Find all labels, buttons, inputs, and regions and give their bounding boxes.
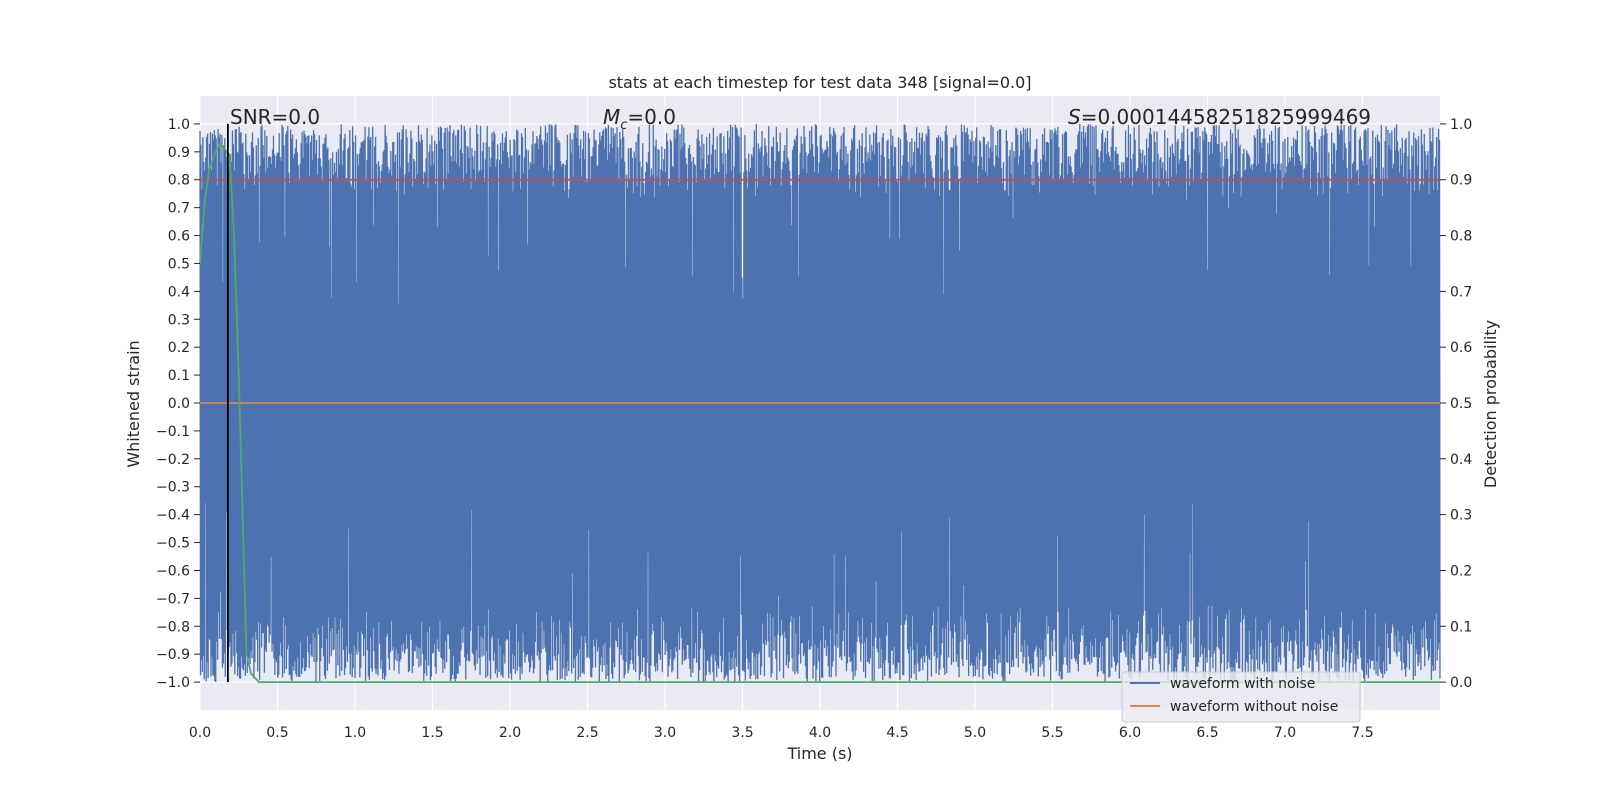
y-tick-label: 0.6 [168, 229, 190, 245]
x-tick-label: 5.0 [964, 725, 986, 741]
axes: 0.0 0.5 1.0 1.5 2.0 2.5 3.0 3.5 4.0 4.5 5.0 5.5 6.0 6… [156, 117, 1472, 741]
y-tick-label: −0.8 [156, 619, 190, 635]
y-tick-label: 0.5 [168, 256, 190, 272]
x-tick-label: 4.0 [809, 725, 831, 741]
series-detection-probability [199, 141, 1440, 683]
y2-tick-label: 0.4 [1450, 452, 1472, 468]
y2-tick-label: 1.0 [1450, 117, 1472, 133]
annotation-s: S=0.00014458251825999469 [1068, 105, 1371, 129]
y2-tick-label: 0.1 [1450, 619, 1472, 635]
y-tick-label: 0.2 [168, 340, 190, 356]
y2-tick-label: 0.0 [1450, 675, 1472, 691]
series-waveform-with-noise [199, 123, 1441, 683]
y-tick-label: −0.3 [156, 480, 190, 496]
y-tick-label: 1.0 [168, 117, 190, 133]
annotation-mc-symbol: M [603, 105, 620, 129]
plot-area [199, 123, 1441, 683]
x-tick-label: 0.5 [266, 725, 288, 741]
legend-label-noise: waveform with noise [1170, 676, 1315, 692]
x-tick-label: 1.0 [344, 725, 366, 741]
y-tick-label: 0.8 [168, 173, 190, 189]
x-tick-label: 2.0 [499, 725, 521, 741]
y-tick-label: −0.9 [156, 647, 190, 663]
legend: waveform with noise waveform without noi… [1121, 671, 1361, 723]
y-tick-label: 0.9 [168, 145, 190, 161]
y-tick-label: −0.5 [156, 536, 190, 552]
annotation-mc-value: =0.0 [627, 105, 676, 129]
y-tick-label: 0.7 [168, 201, 190, 217]
y-tick-label: −0.7 [156, 591, 190, 607]
chart-title: stats at each timestep for test data 348… [608, 73, 1031, 92]
y2-tick-label: 0.2 [1450, 563, 1472, 579]
x-tick-label: 3.5 [731, 725, 753, 741]
annotation-mc-subscript: c [620, 118, 627, 133]
x-tick-label: 4.5 [886, 725, 908, 741]
x-tick-label: 1.5 [421, 725, 443, 741]
y-tick-label: 0.3 [168, 312, 190, 328]
annotation-s-value: =0.00014458251825999469 [1081, 105, 1371, 129]
annotation-s-symbol: S [1068, 105, 1081, 129]
x-tick-label: 3.0 [654, 725, 676, 741]
y2-tick-label: 0.3 [1450, 508, 1472, 524]
x-axis-label: Time (s) [786, 744, 852, 763]
y-tick-label: −1.0 [156, 675, 190, 691]
y-tick-label: 0.4 [168, 284, 190, 300]
y-tick-label: −0.4 [156, 508, 190, 524]
y2-axis-label: Detection probability [1481, 320, 1500, 488]
x-tick-label: 6.5 [1196, 725, 1218, 741]
x-tick-label: 7.5 [1351, 725, 1373, 741]
x-tick-label: 2.5 [576, 725, 598, 741]
x-tick-label: 5.5 [1041, 725, 1063, 741]
y-tick-label: −0.6 [156, 563, 190, 579]
y-tick-label: −0.1 [156, 424, 190, 440]
x-tick-label: 6.0 [1119, 725, 1141, 741]
y-axis-label: Whitened strain [124, 340, 143, 467]
y2-tick-label: 0.5 [1450, 396, 1472, 412]
y2-tick-label: 0.7 [1450, 284, 1472, 300]
y2-tick-label: 0.9 [1450, 173, 1472, 189]
y-tick-label: −0.2 [156, 452, 190, 468]
y-tick-label: 0.0 [168, 396, 190, 412]
annotation-mc: Mc=0.0 [603, 105, 676, 133]
annotation-snr: SNR=0.0 [230, 105, 320, 129]
x-tick-label: 0.0 [189, 725, 211, 741]
y-tick-label: 0.1 [168, 368, 190, 384]
y2-tick-label: 0.6 [1450, 340, 1472, 356]
y2-tick-label: 0.8 [1450, 229, 1472, 245]
legend-box [1121, 671, 1361, 723]
x-tick-label: 7.0 [1274, 725, 1296, 741]
legend-label-clean: waveform without noise [1170, 699, 1338, 715]
